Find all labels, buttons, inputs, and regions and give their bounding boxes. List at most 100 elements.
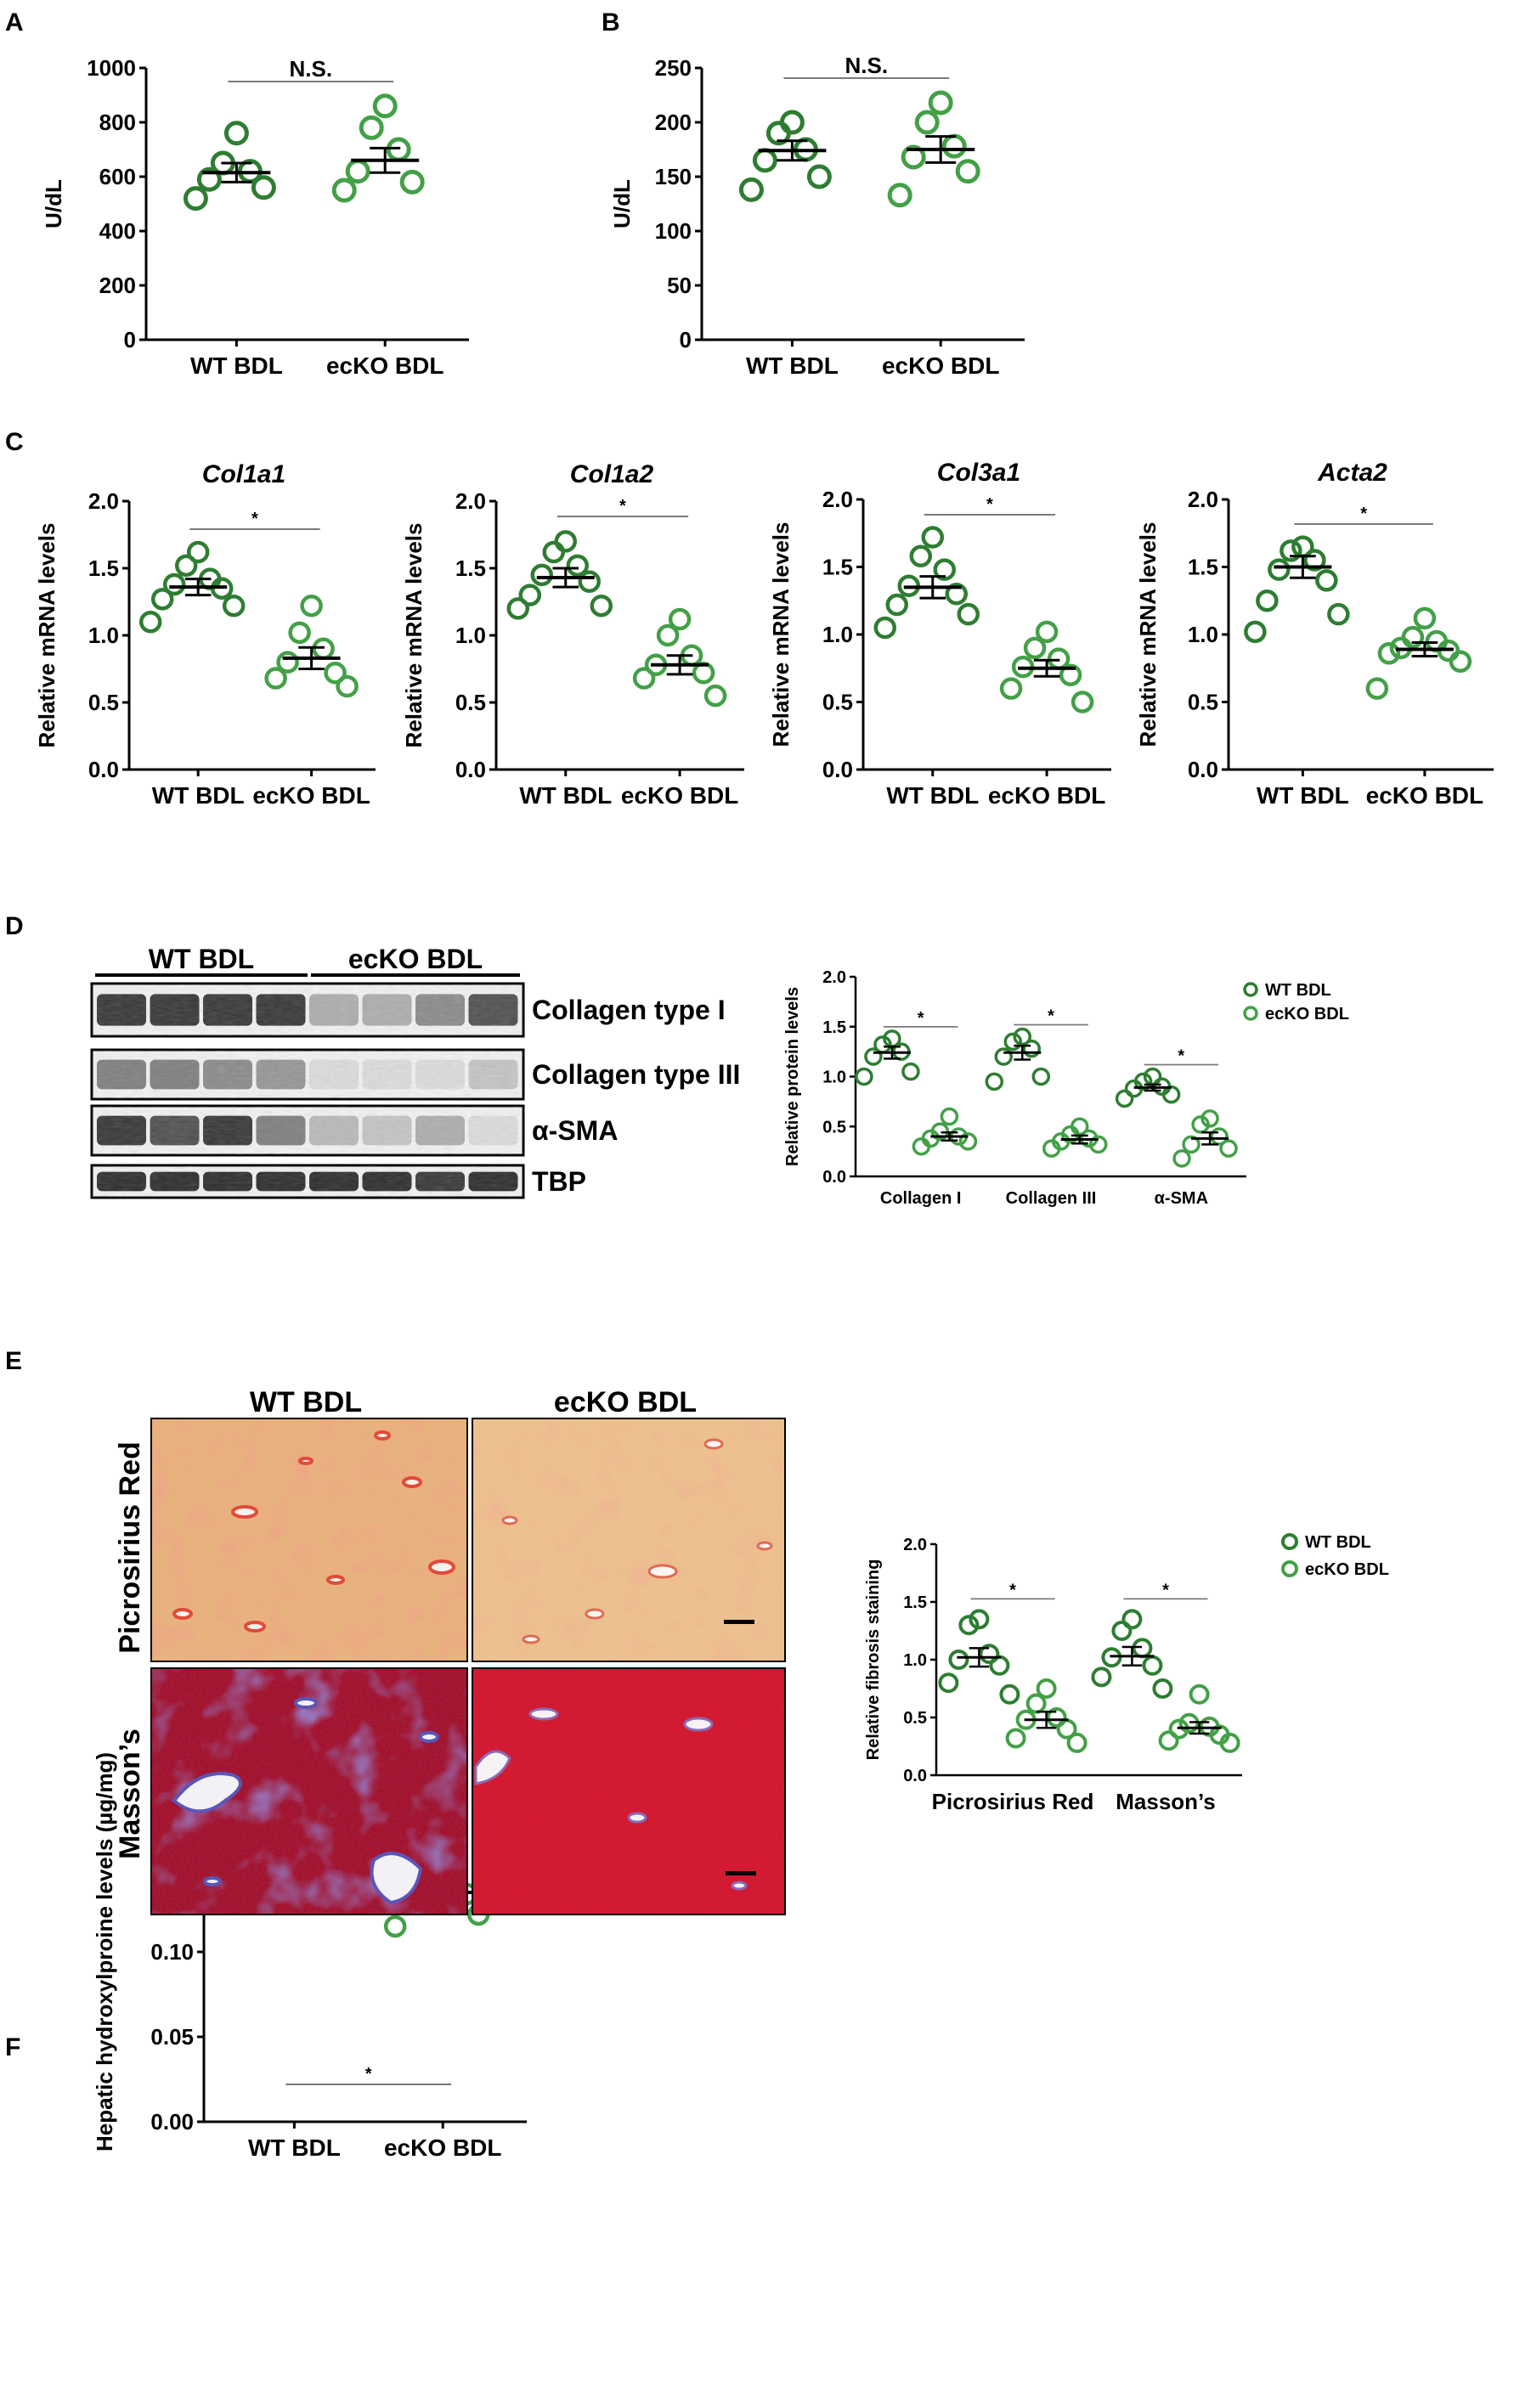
data-point xyxy=(999,1683,1020,1705)
y-tick-label: 0.5 xyxy=(822,1118,846,1136)
legend-label: WT BDL xyxy=(1305,1533,1371,1552)
data-point xyxy=(324,661,347,685)
panel-letter-a: A xyxy=(5,8,24,37)
x-tick-label: Collagen I xyxy=(880,1189,962,1208)
x-tick-label: WT BDL xyxy=(190,352,283,379)
data-point xyxy=(1189,1683,1210,1705)
histology-wt-label: WT BDL xyxy=(250,1386,362,1418)
data-point xyxy=(196,166,222,192)
y-tick-label: 2.0 xyxy=(822,487,853,512)
x-tick-label: ecKO BDL xyxy=(1366,782,1483,809)
x-tick-label: ecKO BDL xyxy=(384,2134,501,2161)
data-point xyxy=(331,178,357,203)
y-axis-label: Relative mRNA levels xyxy=(768,522,794,747)
data-point xyxy=(251,175,276,200)
significance-label: * xyxy=(1009,1581,1016,1599)
y-tick-label: 0.5 xyxy=(455,690,486,715)
significance-label: * xyxy=(986,495,993,514)
y-tick-label: 1.5 xyxy=(455,555,486,581)
data-point xyxy=(806,164,832,189)
data-point xyxy=(222,594,246,618)
data-point xyxy=(288,621,311,645)
y-axis-label: Relative mRNA levels xyxy=(34,523,59,748)
y-tick-label: 2.0 xyxy=(88,488,119,514)
legend-marker xyxy=(1243,982,1258,997)
chart-col1a2-scatter: Col1a2 0.0 0.5 1.0 1.5 2.0 Relative mRNA level… xyxy=(401,460,744,809)
data-point xyxy=(873,616,897,640)
data-point xyxy=(1005,1728,1026,1749)
data-point xyxy=(1219,1139,1238,1158)
data-point xyxy=(1066,1732,1087,1753)
y-axis-label: U/dL xyxy=(609,179,635,228)
legend-marker xyxy=(1281,1560,1298,1577)
data-point xyxy=(518,584,542,606)
y-tick-label: 0.10 xyxy=(150,1939,194,1965)
y-tick-label: 1.5 xyxy=(903,1593,927,1612)
data-point xyxy=(1256,589,1279,612)
data-point xyxy=(933,558,957,581)
data-point xyxy=(359,115,384,140)
data-point xyxy=(1315,569,1338,592)
y-axis-label: Hepatic hydroxylproine levels (µg/mg) xyxy=(92,1752,117,2151)
data-point xyxy=(989,1655,1010,1676)
data-point xyxy=(969,1609,990,1630)
y-axis-label: Relative mRNA levels xyxy=(1135,522,1161,747)
y-tick-label: 1000 xyxy=(87,55,136,81)
y-tick-label: 2.0 xyxy=(455,488,486,514)
data-point xyxy=(979,1644,1000,1665)
chart-title: Acta2 xyxy=(1317,459,1387,487)
data-point xyxy=(174,554,198,578)
data-point xyxy=(183,186,208,211)
y-tick-label: 0.0 xyxy=(903,1767,927,1785)
data-point xyxy=(276,651,299,674)
y-tick-label: 0 xyxy=(124,327,136,352)
x-tick-label: WT BDL xyxy=(886,782,979,809)
panel-letter-e: E xyxy=(5,1347,22,1375)
x-tick-label: ecKO BDL xyxy=(326,352,443,379)
data-point xyxy=(566,554,590,578)
data-point xyxy=(901,144,926,170)
data-point xyxy=(912,1137,931,1156)
histology-row-label-masson: Masson’s xyxy=(114,1728,146,1859)
data-point xyxy=(1219,1732,1240,1753)
significance-label: N.S. xyxy=(845,53,889,78)
chart-col1a1-scatter: Col1a1 0.0 0.5 1.0 1.5 2.0 Relative mRNA level… xyxy=(34,460,376,809)
data-point xyxy=(985,1072,1004,1091)
data-point xyxy=(1182,1135,1200,1154)
blot-ecko-label: ecKO BDL xyxy=(348,944,483,974)
data-point xyxy=(1152,1678,1173,1699)
image-ecko-masson xyxy=(472,1667,786,1915)
chart-title: Col1a2 xyxy=(570,460,654,488)
x-tick-label: WT BDL xyxy=(519,782,612,809)
chart-title: Col3a1 xyxy=(937,459,1020,487)
data-point xyxy=(941,133,967,159)
data-point xyxy=(1031,1067,1051,1086)
x-tick-label: WT BDL xyxy=(152,782,245,809)
significance-label: * xyxy=(619,497,626,516)
y-tick-label: 0.0 xyxy=(1188,757,1218,782)
data-point xyxy=(264,667,287,690)
chart-title: Col1a1 xyxy=(202,460,285,488)
y-tick-label: 400 xyxy=(99,218,136,244)
data-point xyxy=(530,563,554,587)
significance-label: * xyxy=(1162,1581,1169,1599)
blot-row: Collagen type III xyxy=(90,1048,740,1101)
x-tick-label: WT BDL xyxy=(746,352,839,379)
y-tick-label: 1.5 xyxy=(822,555,853,580)
y-tick-label: 1.5 xyxy=(88,555,119,581)
panel-letter-d: D xyxy=(5,912,24,940)
data-point xyxy=(1268,558,1291,581)
y-axis-label: Relative protein levels xyxy=(783,987,802,1166)
y-tick-label: 1.0 xyxy=(1188,622,1218,647)
data-point xyxy=(383,1915,407,1938)
y-tick-label: 0.0 xyxy=(822,757,853,782)
data-point xyxy=(1327,602,1350,626)
chart-col3a1-scatter: Col3a1 0.0 0.5 1.0 1.5 2.0 Relative mRNA level… xyxy=(768,459,1111,809)
x-tick-label: Picrosirius Red xyxy=(932,1789,1094,1814)
scale-bar-lower xyxy=(726,1871,756,1875)
y-tick-label: 1.0 xyxy=(822,622,853,647)
blot-row-label: TBP xyxy=(532,1166,586,1197)
significance-label: * xyxy=(918,1009,924,1028)
data-point xyxy=(542,540,566,564)
blot-noise xyxy=(92,1050,523,1099)
